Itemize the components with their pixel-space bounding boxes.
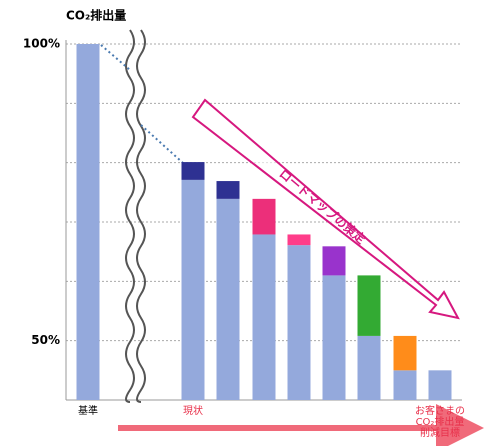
bar-segment bbox=[393, 335, 417, 371]
axis-break bbox=[125, 29, 135, 403]
y-tick-label: 50% bbox=[31, 333, 60, 347]
bar-segment bbox=[357, 275, 381, 336]
chart-title: CO₂排出量 bbox=[66, 8, 126, 23]
bar-segment bbox=[181, 162, 205, 180]
bar-segment bbox=[322, 246, 346, 276]
bar bbox=[287, 245, 311, 400]
y-tick-label: 100% bbox=[23, 37, 60, 51]
bar bbox=[181, 179, 205, 400]
bar bbox=[322, 275, 346, 400]
x-tick-label: 基準 bbox=[78, 406, 98, 417]
bar bbox=[252, 234, 276, 400]
roadmap-arrow bbox=[191, 98, 460, 320]
bar-segment bbox=[216, 181, 240, 199]
bar bbox=[393, 370, 417, 400]
bar bbox=[216, 198, 240, 400]
bar bbox=[428, 370, 452, 400]
x-tick-label: 現状 bbox=[183, 406, 203, 417]
connector bbox=[140, 124, 184, 164]
connector bbox=[100, 44, 131, 71]
bar-segment bbox=[287, 234, 311, 246]
bar bbox=[76, 44, 100, 400]
axis-break bbox=[136, 29, 146, 403]
bar bbox=[357, 335, 381, 400]
bar-segment bbox=[252, 198, 276, 235]
x-tick-label: お客さまの CO₂排出量 削減目標 bbox=[415, 406, 465, 439]
